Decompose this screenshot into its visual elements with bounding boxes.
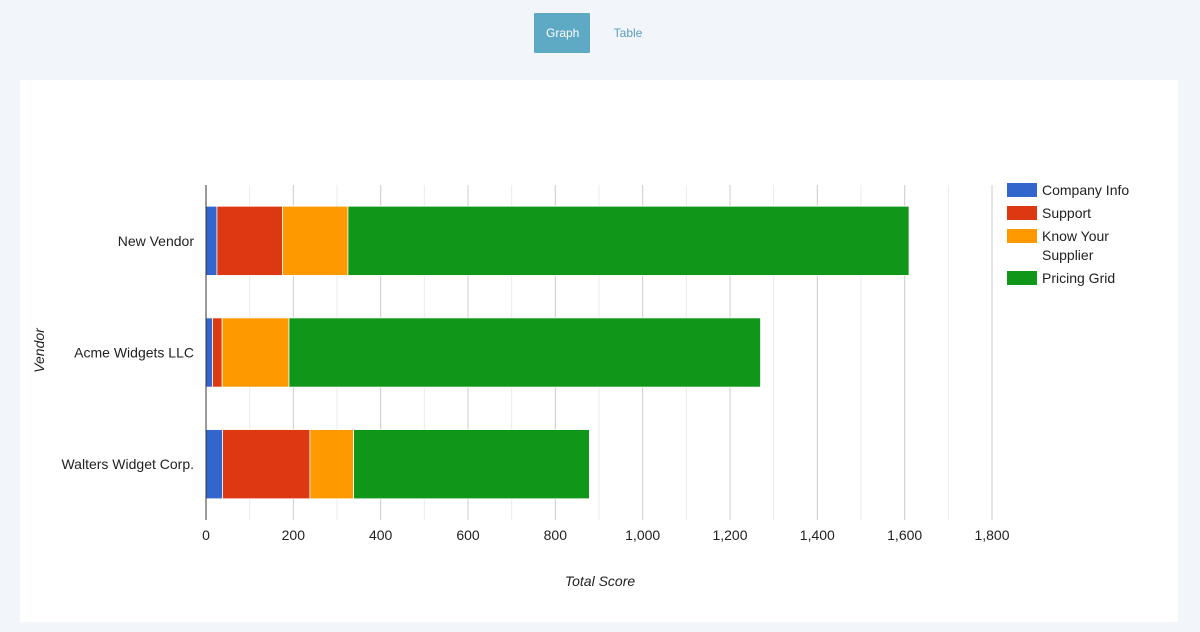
x-tick-label: 1,800 bbox=[974, 527, 1009, 543]
bar-company-info-2[interactable] bbox=[205, 317, 213, 388]
legend-swatch bbox=[1007, 271, 1037, 285]
bar-know-your-supplier-3[interactable] bbox=[309, 429, 354, 500]
bar-know-your-supplier-1[interactable] bbox=[282, 205, 349, 276]
legend-label: Company Info bbox=[1042, 182, 1129, 198]
x-tick-label: 200 bbox=[282, 527, 306, 543]
legend-item-support[interactable]: Support bbox=[1007, 205, 1091, 221]
x-axis-title: Total Score bbox=[565, 573, 636, 589]
x-tick-label: 1,200 bbox=[712, 527, 747, 543]
x-tick-label: 1,400 bbox=[800, 527, 835, 543]
bar-pricing-grid-2[interactable] bbox=[288, 317, 761, 388]
legend-label: Pricing Grid bbox=[1042, 270, 1115, 286]
bars bbox=[205, 205, 910, 500]
legend-swatch bbox=[1007, 183, 1037, 197]
y-tick-labels: New Vendor Acme Widgets LLC Walters Widget… bbox=[61, 233, 194, 472]
chart-card: 0 200 400 600 800 1,000 1,200 1,400 1,600 1,800 N… bbox=[20, 80, 1178, 622]
x-tick-label: 0 bbox=[202, 527, 210, 543]
y-axis-title: Vendor bbox=[31, 327, 47, 373]
y-tick-label: New Vendor bbox=[118, 233, 195, 249]
bar-pricing-grid-3[interactable] bbox=[353, 429, 590, 500]
x-tick-label: 400 bbox=[369, 527, 393, 543]
x-tick-label: 600 bbox=[456, 527, 480, 543]
x-tick-label: 800 bbox=[544, 527, 568, 543]
bar-pricing-grid-1[interactable] bbox=[347, 205, 910, 276]
x-tick-label: 1,000 bbox=[625, 527, 660, 543]
bar-know-your-supplier-2[interactable] bbox=[221, 317, 290, 388]
y-tick-label: Acme Widgets LLC bbox=[74, 345, 194, 361]
tab-graph[interactable]: Graph bbox=[534, 13, 590, 53]
bar-company-info-1[interactable] bbox=[205, 205, 218, 276]
x-tick-label: 1,600 bbox=[887, 527, 922, 543]
bar-support-1[interactable] bbox=[216, 205, 283, 276]
legend-swatch bbox=[1007, 229, 1037, 243]
legend-item-company-info[interactable]: Company Info bbox=[1007, 182, 1129, 198]
tab-table[interactable]: Table bbox=[613, 26, 643, 40]
legend-item-pricing-grid[interactable]: Pricing Grid bbox=[1007, 270, 1115, 286]
bar-support-3[interactable] bbox=[222, 429, 311, 500]
legend-item-know-your-supplier[interactable]: Know Your Supplier bbox=[1007, 228, 1109, 263]
legend-label: Know Your Supplier bbox=[1042, 228, 1109, 263]
bar-company-info-3[interactable] bbox=[205, 429, 223, 500]
y-tick-label: Walters Widget Corp. bbox=[61, 456, 194, 472]
view-tabs: Graph Table bbox=[0, 13, 1200, 53]
legend: Company Info Support Know Your Supplier Pric… bbox=[1007, 182, 1129, 286]
stacked-bar-chart: 0 200 400 600 800 1,000 1,200 1,400 1,600 1,800 N… bbox=[31, 182, 1129, 589]
bar-support-2[interactable] bbox=[212, 317, 223, 388]
legend-label: Support bbox=[1042, 205, 1091, 221]
x-tick-labels: 0 200 400 600 800 1,000 1,200 1,400 1,600 1,800 bbox=[202, 527, 1010, 543]
legend-swatch bbox=[1007, 206, 1037, 220]
